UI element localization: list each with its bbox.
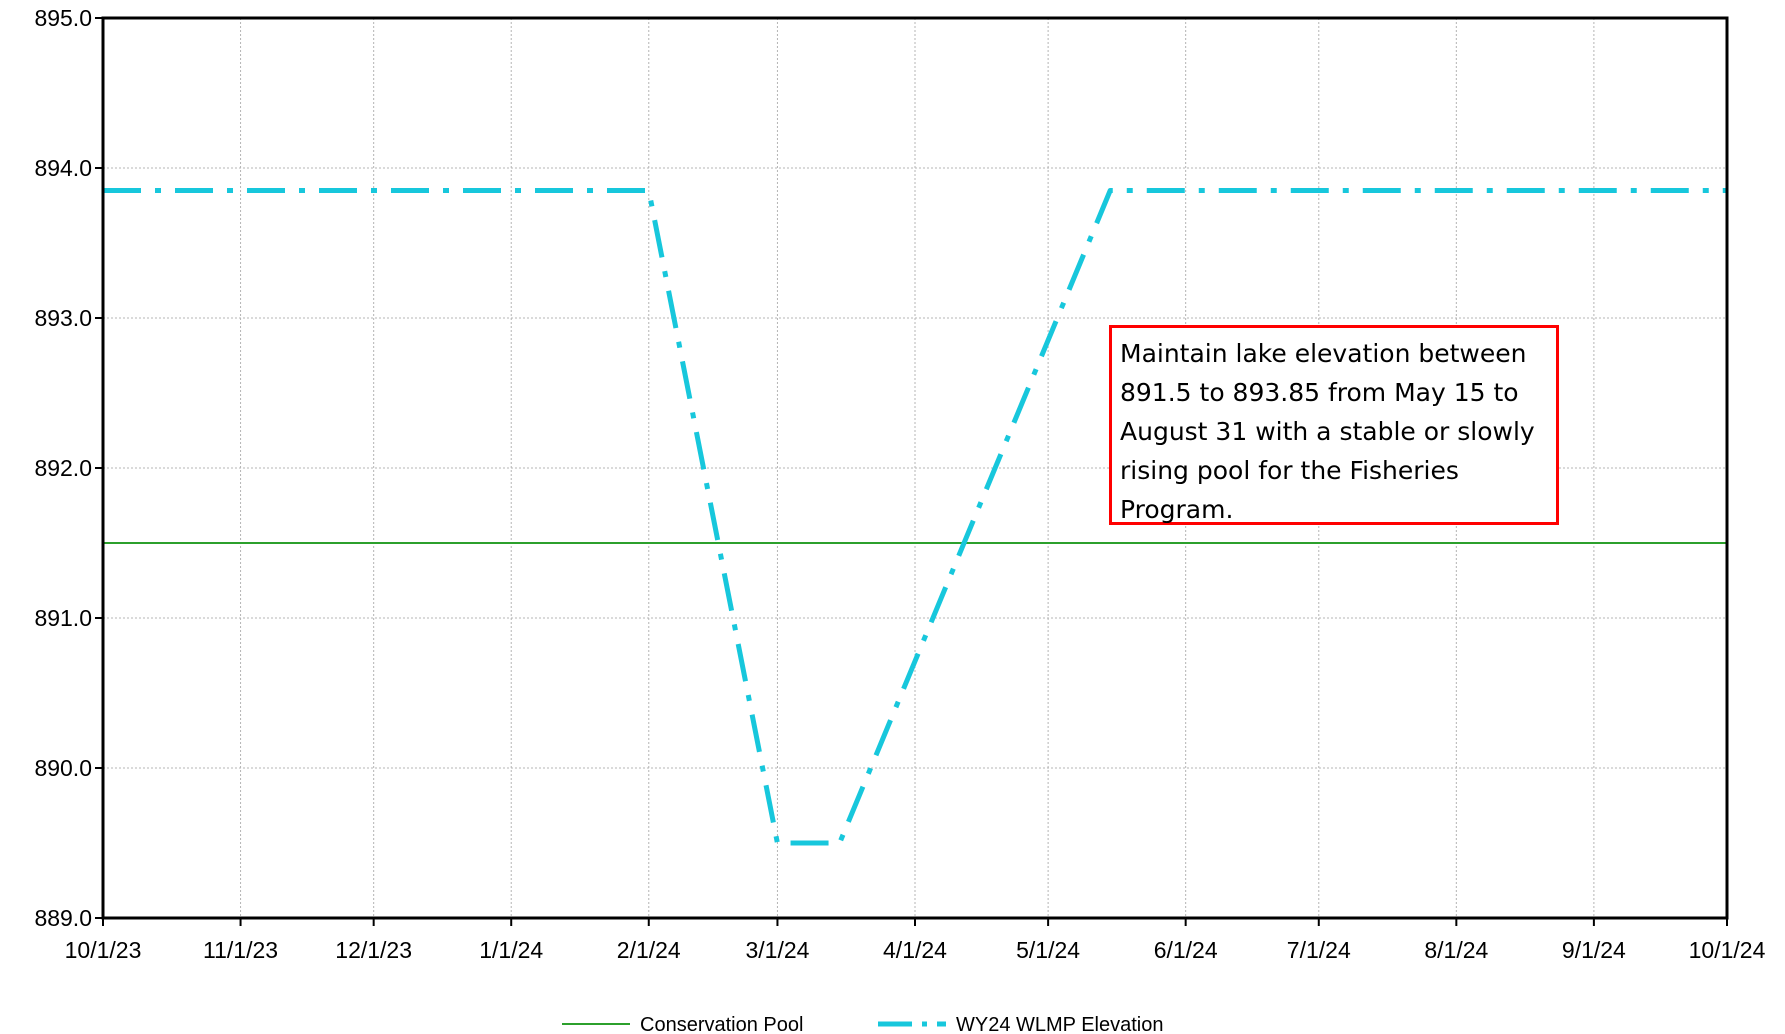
legend-label: WY24 WLMP Elevation (956, 1014, 1164, 1034)
x-tick-label: 8/1/24 (1424, 937, 1488, 963)
y-tick-label: 893.0 (34, 305, 92, 331)
y-axis: 889.0 890.0 891.0 892.0 893.0 894.0 895.0 (34, 5, 103, 931)
x-tick-label: 1/1/24 (479, 937, 543, 963)
annotation-line: rising pool for the Fisheries (1120, 456, 1459, 485)
y-tick-label: 890.0 (34, 755, 92, 781)
y-tick-label: 895.0 (34, 5, 92, 31)
annotation-line: 891.5 to 893.85 from May 15 to (1120, 378, 1519, 407)
x-tick-label: 7/1/24 (1287, 937, 1351, 963)
fisheries-annotation: Maintain lake elevation between 891.5 to… (1109, 325, 1559, 525)
y-tick-label: 891.0 (34, 605, 92, 631)
x-tick-label: 6/1/24 (1154, 937, 1218, 963)
series-line (103, 188, 1727, 846)
x-tick-label: 3/1/24 (745, 937, 809, 963)
x-tick-label: 10/1/23 (65, 937, 142, 963)
x-tick-label: 5/1/24 (1016, 937, 1080, 963)
x-tick-label: 12/1/23 (335, 937, 412, 963)
annotation-line: August 31 with a stable or slowly (1120, 417, 1535, 446)
x-tick-label: 11/1/23 (203, 937, 278, 963)
x-tick-label: 4/1/24 (883, 937, 947, 963)
series-layer (103, 188, 1727, 846)
legend-label: Conservation Pool (640, 1014, 803, 1034)
legend: Conservation Pool WY24 WLMP Elevation (562, 1014, 1164, 1034)
annotation-line: Program. (1120, 495, 1234, 524)
y-tick-label: 889.0 (34, 905, 92, 931)
x-tick-label: 10/1/24 (1689, 937, 1766, 963)
y-tick-label: 892.0 (34, 455, 92, 481)
y-tick-label: 894.0 (34, 155, 92, 181)
x-tick-label: 9/1/24 (1562, 937, 1626, 963)
x-tick-label: 2/1/24 (617, 937, 681, 963)
x-axis: 10/1/23 11/1/23 12/1/23 1/1/24 2/1/24 3/1/24 4… (65, 918, 1766, 963)
annotation-line: Maintain lake elevation between (1120, 339, 1527, 368)
